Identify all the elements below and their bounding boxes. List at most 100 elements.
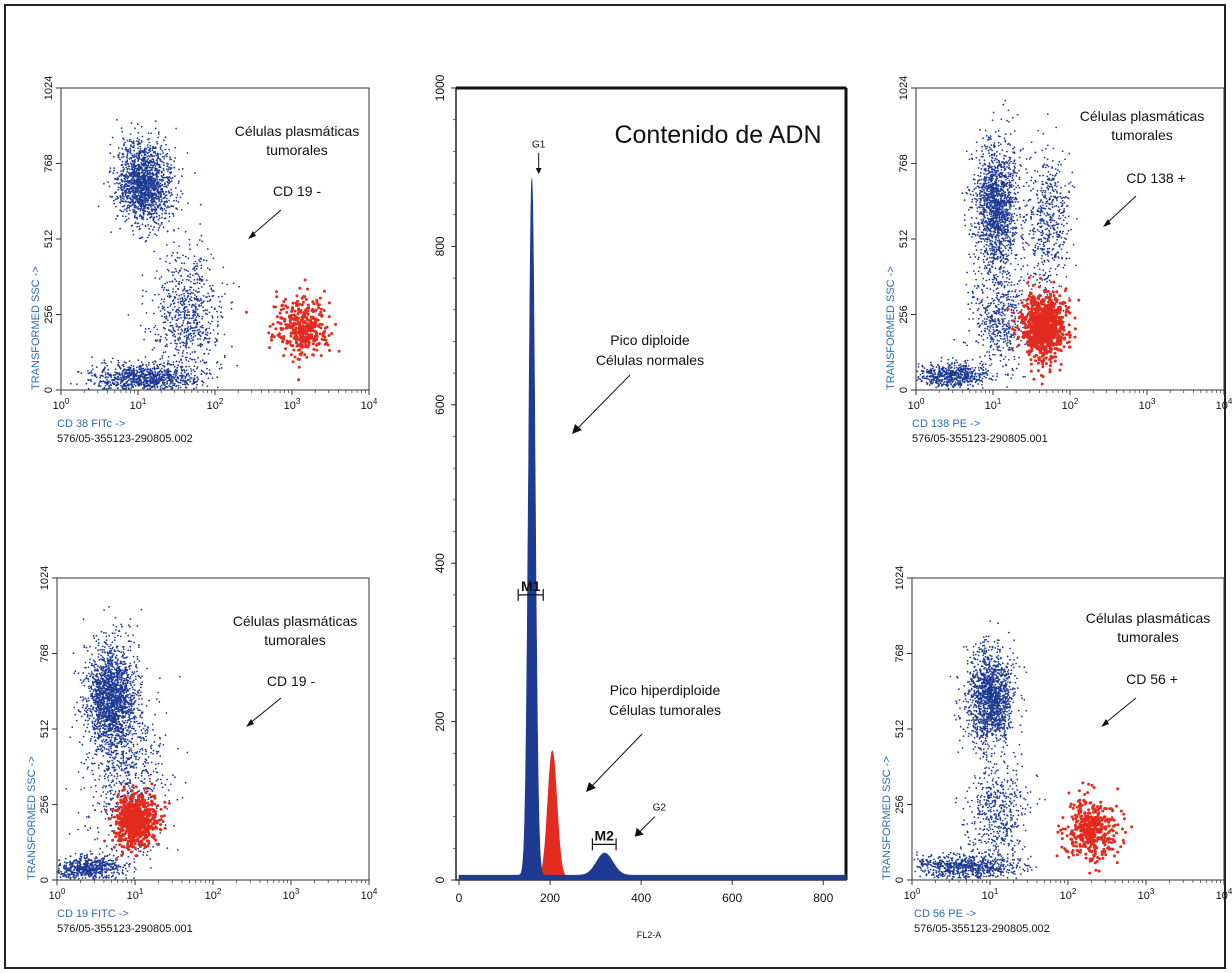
dot [196, 380, 199, 382]
dot [1001, 243, 1003, 246]
dot [174, 316, 176, 318]
dot [186, 278, 188, 281]
dot [171, 280, 174, 283]
dot [987, 207, 990, 209]
dot [133, 197, 136, 200]
dot [195, 290, 198, 292]
dot [151, 385, 154, 388]
dot [176, 251, 179, 254]
dot [184, 344, 187, 347]
dot [148, 385, 151, 387]
dot [199, 334, 201, 337]
dot [90, 380, 92, 383]
dot [145, 151, 148, 153]
dot [1000, 185, 1002, 188]
dot [197, 344, 200, 347]
dot [154, 167, 156, 169]
dot [186, 309, 189, 311]
dot [85, 382, 88, 385]
dot [991, 266, 994, 268]
dot [185, 369, 188, 372]
dot [122, 210, 125, 213]
dot [123, 204, 126, 207]
dot [210, 306, 213, 309]
dot [164, 191, 167, 193]
dot [157, 175, 159, 178]
dot [152, 177, 155, 180]
dot [988, 235, 991, 238]
dot [988, 155, 991, 157]
dot [980, 248, 983, 251]
dot [158, 214, 161, 217]
dot [121, 130, 124, 133]
dot [148, 166, 151, 169]
dot [204, 337, 207, 340]
dot [133, 167, 136, 170]
dot [140, 370, 143, 372]
dot [976, 222, 979, 225]
dot [189, 286, 192, 289]
dot [162, 161, 165, 164]
dot [141, 236, 144, 239]
dot [154, 360, 157, 363]
dot [307, 306, 310, 310]
dot [188, 338, 191, 341]
dot [301, 324, 305, 328]
dot [133, 185, 135, 188]
dot [128, 376, 130, 379]
dot [989, 271, 992, 274]
dot [979, 162, 981, 165]
dot [202, 309, 205, 312]
dot [1000, 183, 1003, 186]
dot [1000, 118, 1003, 120]
dot [209, 285, 211, 287]
dot [200, 234, 203, 237]
dot [289, 321, 293, 325]
dot [171, 318, 174, 321]
dot [197, 274, 200, 276]
dot [138, 385, 140, 387]
dot [289, 334, 293, 338]
dot [157, 197, 160, 200]
dot [163, 169, 165, 172]
dot [202, 306, 205, 308]
dot [153, 326, 156, 329]
dot [138, 380, 141, 382]
dot [127, 175, 130, 178]
dot [978, 228, 981, 231]
dot [185, 269, 188, 272]
dot [157, 186, 160, 189]
dot [999, 172, 1002, 175]
dot [156, 270, 158, 272]
dot [1001, 149, 1004, 152]
dot [126, 187, 129, 190]
dot [137, 208, 140, 210]
dot [168, 313, 171, 315]
dot [141, 223, 144, 226]
dot [989, 185, 992, 188]
dot [206, 331, 209, 334]
dot [176, 194, 179, 196]
dot [181, 355, 184, 358]
dot [140, 366, 142, 369]
dot [152, 361, 154, 364]
dot [146, 382, 148, 385]
dot [148, 141, 151, 144]
dot [182, 289, 184, 292]
dot [187, 372, 189, 375]
dot [983, 255, 986, 258]
dot [1010, 227, 1012, 230]
dot [197, 338, 199, 340]
dot [987, 201, 990, 204]
dot [1013, 233, 1016, 236]
dot [181, 352, 184, 354]
dot [996, 200, 998, 203]
dot [156, 161, 159, 164]
dot [199, 203, 202, 206]
y-tick-label: 512 [43, 230, 55, 248]
dot [112, 172, 114, 174]
dot [180, 281, 183, 284]
dot [312, 339, 316, 343]
dot [1012, 228, 1014, 231]
dot [178, 326, 180, 329]
